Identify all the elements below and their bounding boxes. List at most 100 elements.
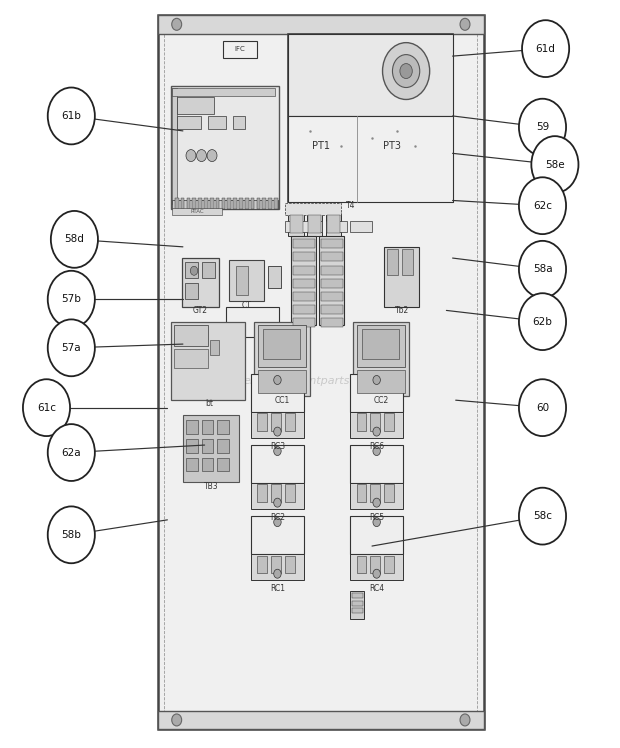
- Circle shape: [519, 379, 566, 436]
- Bar: [202, 420, 213, 434]
- Bar: [202, 458, 213, 471]
- Bar: [257, 198, 260, 209]
- Circle shape: [392, 55, 420, 88]
- Bar: [172, 208, 222, 215]
- Bar: [172, 88, 275, 96]
- Bar: [174, 349, 208, 368]
- Bar: [268, 266, 281, 288]
- Bar: [285, 414, 294, 431]
- Bar: [223, 41, 257, 58]
- Text: 58b: 58b: [61, 530, 81, 540]
- Text: CC2: CC2: [374, 396, 389, 405]
- Text: 57b: 57b: [61, 294, 81, 304]
- Text: T4: T4: [345, 201, 355, 210]
- Text: PT3: PT3: [383, 141, 402, 151]
- Bar: [221, 198, 225, 209]
- Text: RTAC: RTAC: [190, 209, 204, 214]
- Bar: [319, 236, 344, 325]
- Bar: [177, 116, 202, 129]
- Text: GT2: GT2: [193, 306, 208, 315]
- Bar: [170, 322, 245, 400]
- Bar: [402, 249, 413, 275]
- Bar: [293, 266, 315, 275]
- Bar: [271, 414, 281, 431]
- Bar: [204, 198, 208, 209]
- Bar: [293, 239, 315, 248]
- Bar: [187, 198, 190, 209]
- Bar: [172, 200, 278, 209]
- Text: 61b: 61b: [61, 111, 81, 121]
- Bar: [356, 556, 366, 573]
- Circle shape: [519, 241, 566, 298]
- Circle shape: [172, 714, 182, 726]
- Bar: [285, 485, 294, 503]
- Bar: [175, 198, 179, 209]
- Bar: [239, 198, 243, 209]
- Bar: [362, 329, 399, 359]
- Bar: [185, 283, 198, 299]
- Text: 57a: 57a: [61, 343, 81, 353]
- Circle shape: [197, 150, 206, 162]
- Bar: [271, 556, 281, 573]
- Bar: [357, 370, 405, 393]
- Bar: [350, 412, 403, 438]
- Bar: [263, 329, 300, 359]
- Circle shape: [48, 319, 95, 376]
- Bar: [350, 445, 403, 483]
- Bar: [321, 292, 343, 301]
- Bar: [174, 325, 208, 346]
- Bar: [321, 305, 343, 314]
- Circle shape: [373, 375, 381, 384]
- Text: PT1: PT1: [311, 141, 330, 151]
- Bar: [217, 420, 229, 434]
- Bar: [290, 215, 303, 233]
- Circle shape: [172, 18, 182, 30]
- Bar: [228, 198, 231, 209]
- Text: bt: bt: [205, 399, 213, 408]
- Circle shape: [273, 427, 281, 436]
- Bar: [350, 483, 403, 509]
- Bar: [353, 322, 409, 396]
- Bar: [257, 414, 267, 431]
- Bar: [232, 116, 245, 129]
- Circle shape: [522, 20, 569, 77]
- Bar: [321, 266, 343, 275]
- Bar: [288, 34, 453, 202]
- Bar: [217, 458, 229, 471]
- Bar: [384, 556, 394, 573]
- Circle shape: [373, 447, 381, 456]
- Bar: [245, 198, 249, 209]
- Bar: [170, 86, 279, 209]
- Bar: [387, 249, 398, 275]
- Bar: [251, 374, 304, 412]
- Text: RC2: RC2: [270, 513, 285, 522]
- Bar: [321, 253, 343, 262]
- Bar: [274, 198, 278, 209]
- Bar: [183, 415, 239, 482]
- Bar: [307, 213, 322, 236]
- Bar: [216, 198, 219, 209]
- Bar: [384, 485, 394, 503]
- Bar: [352, 601, 363, 606]
- Bar: [370, 414, 380, 431]
- Bar: [350, 591, 364, 619]
- Bar: [202, 439, 213, 453]
- Circle shape: [460, 714, 470, 726]
- Bar: [308, 215, 321, 233]
- Bar: [251, 445, 304, 483]
- Bar: [186, 458, 198, 471]
- Circle shape: [186, 150, 196, 162]
- Circle shape: [519, 177, 566, 234]
- Bar: [291, 236, 316, 325]
- Bar: [384, 414, 394, 431]
- Circle shape: [460, 18, 470, 30]
- Bar: [350, 374, 403, 412]
- Circle shape: [273, 498, 281, 507]
- Bar: [327, 215, 340, 233]
- Text: RC4: RC4: [369, 584, 384, 593]
- Bar: [257, 556, 267, 573]
- Circle shape: [519, 293, 566, 350]
- Bar: [357, 325, 405, 367]
- Bar: [251, 483, 304, 509]
- Circle shape: [23, 379, 70, 436]
